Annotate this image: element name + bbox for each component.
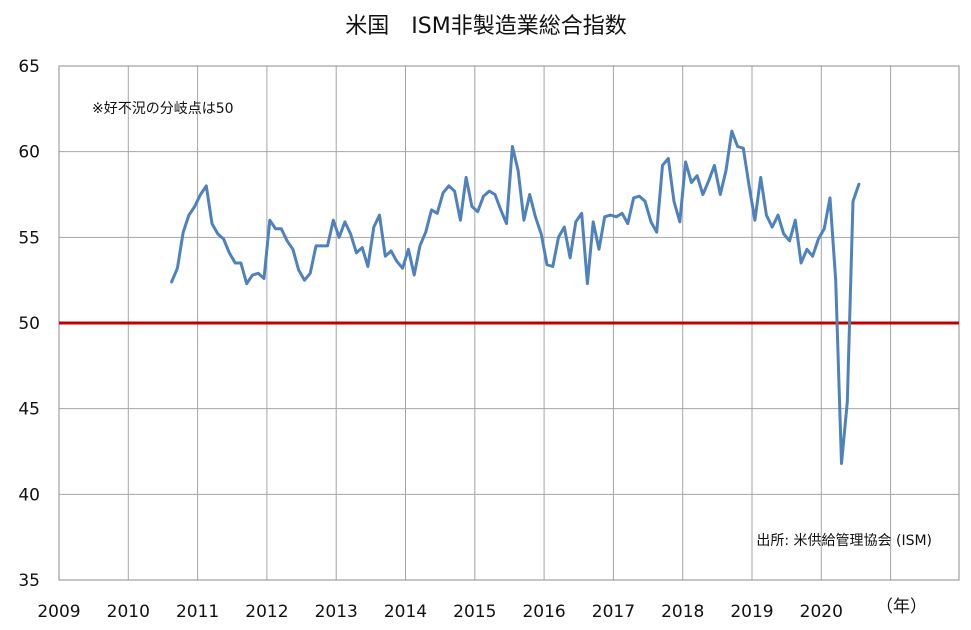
y-tick-label: 50 xyxy=(18,314,40,334)
x-tick-label: 2015 xyxy=(453,602,496,622)
x-tick-label: 2010 xyxy=(107,602,150,622)
x-tick-label: 2012 xyxy=(245,602,288,622)
chart-title: 米国 ISM非製造業総合指数 xyxy=(345,14,626,39)
y-tick-label: 55 xyxy=(18,228,40,248)
y-tick-label: 45 xyxy=(18,400,40,420)
x-unit-label: （年） xyxy=(876,597,927,617)
x-tick-label: 2017 xyxy=(592,602,635,622)
y-tick-label: 40 xyxy=(18,485,40,505)
x-tick-label: 2014 xyxy=(384,602,427,622)
x-tick-label: 2013 xyxy=(315,602,358,622)
x-tick-label: 2009 xyxy=(37,602,80,622)
threshold-note: ※好不況の分岐点は50 xyxy=(92,101,234,117)
x-tick-label: 2020 xyxy=(800,602,843,622)
y-tick-label: 35 xyxy=(18,571,40,591)
y-tick-label: 60 xyxy=(18,143,40,163)
x-tick-label: 2019 xyxy=(730,602,773,622)
x-tick-label: 2016 xyxy=(522,602,565,622)
x-tick-label: 2011 xyxy=(176,602,219,622)
axis-labels: 35 40 45 50 55 60 65 2009 2010 2011 2012 2013 2014 20… xyxy=(18,57,843,622)
y-tick-label: 65 xyxy=(18,57,40,77)
x-tick-label: 2018 xyxy=(661,602,704,622)
source-note: 出所: 米供給管理協会 (ISM) xyxy=(756,533,932,549)
series-line xyxy=(170,129,861,465)
